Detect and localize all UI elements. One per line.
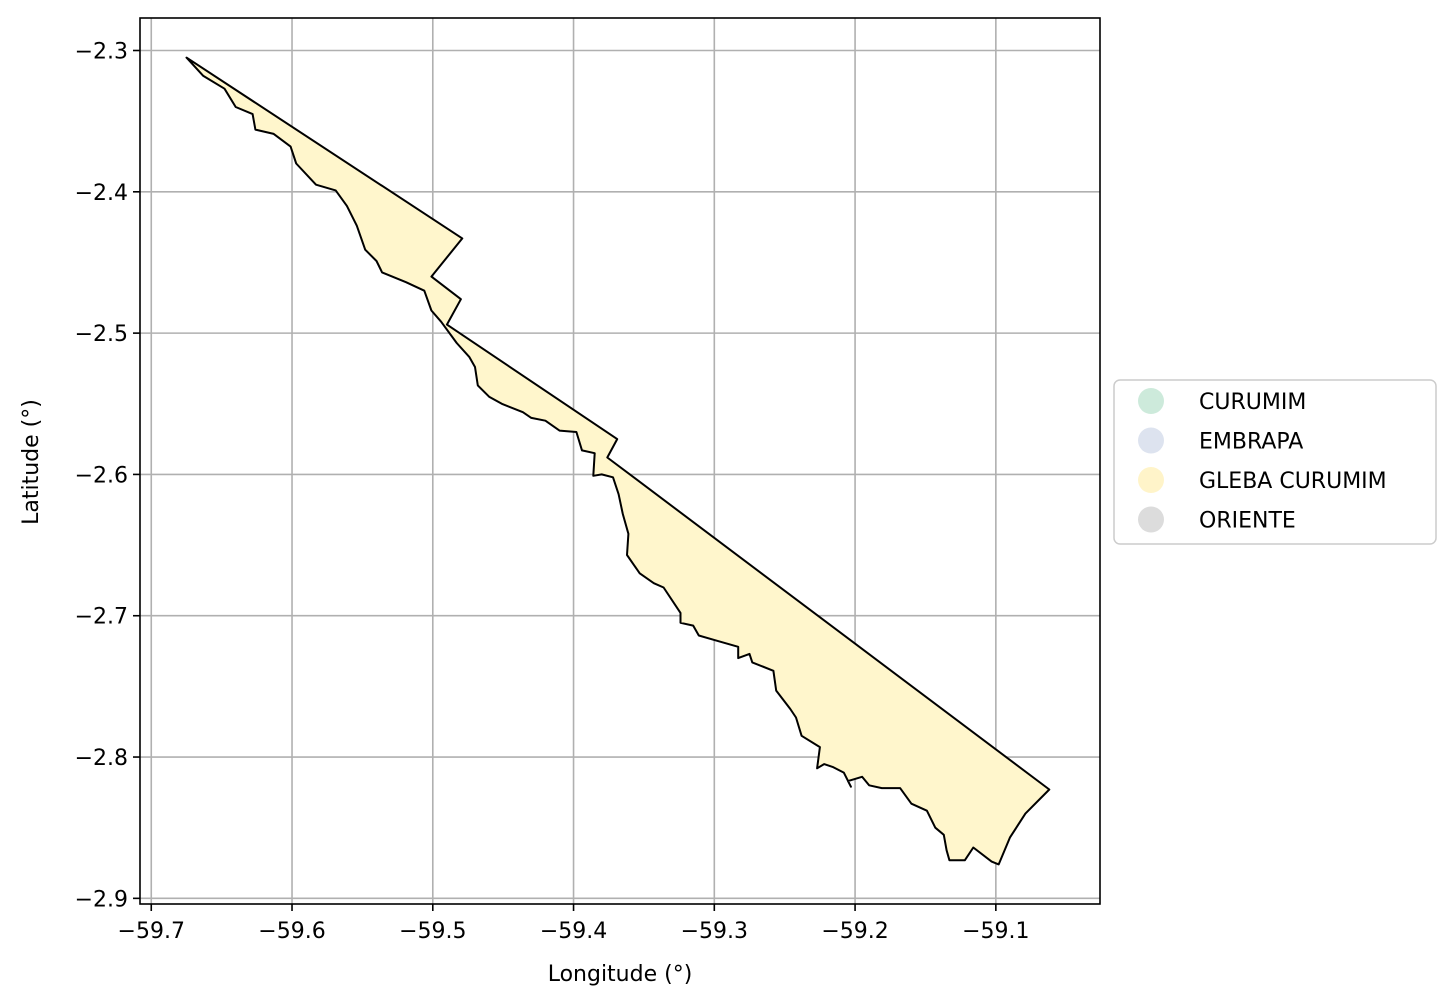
x-tick-label: −59.5 <box>399 919 466 944</box>
y-tick-label: −2.6 <box>75 463 128 488</box>
legend-marker <box>1138 427 1164 454</box>
legend-label: EMBRAPA <box>1199 430 1303 455</box>
x-axis-title: Longitude (°) <box>548 962 693 987</box>
legend-label: ORIENTE <box>1199 509 1296 534</box>
x-tick-label: −59.3 <box>681 919 748 944</box>
y-axis-title: Latitude (°) <box>19 399 44 525</box>
y-tick-label: −2.3 <box>75 40 128 65</box>
x-tick-label: −59.1 <box>962 919 1029 944</box>
y-tick-label: −2.8 <box>75 746 128 771</box>
y-tick-label: −2.4 <box>75 181 128 206</box>
legend-label: CURUMIM <box>1199 390 1306 415</box>
legend-label: GLEBA CURUMIM <box>1199 469 1387 494</box>
plot-frame <box>139 17 1101 905</box>
x-tick-label: −59.6 <box>258 919 325 944</box>
legend-marker <box>1138 467 1164 493</box>
legend-marker <box>1138 506 1164 533</box>
y-tick-label: −2.5 <box>75 322 128 347</box>
ticks: −59.7 −59.6 −59.5 −59.4 −59.3 −59.2 −59.1 −2.3 −… <box>75 40 1030 945</box>
polygon-layer <box>185 56 1051 866</box>
x-tick-label: −59.4 <box>540 919 607 944</box>
x-tick-label: −59.7 <box>118 919 185 944</box>
gleba-curumim-polygon <box>185 56 1051 866</box>
y-tick-label: −2.9 <box>75 887 128 912</box>
legend-marker <box>1138 388 1164 414</box>
legend: CURUMIM EMBRAPA GLEBA CURUMIM ORIENTE <box>1113 379 1437 545</box>
legend-frame <box>1113 379 1437 545</box>
y-tick-label: −2.7 <box>75 605 128 630</box>
x-tick-label: −59.2 <box>821 919 888 944</box>
